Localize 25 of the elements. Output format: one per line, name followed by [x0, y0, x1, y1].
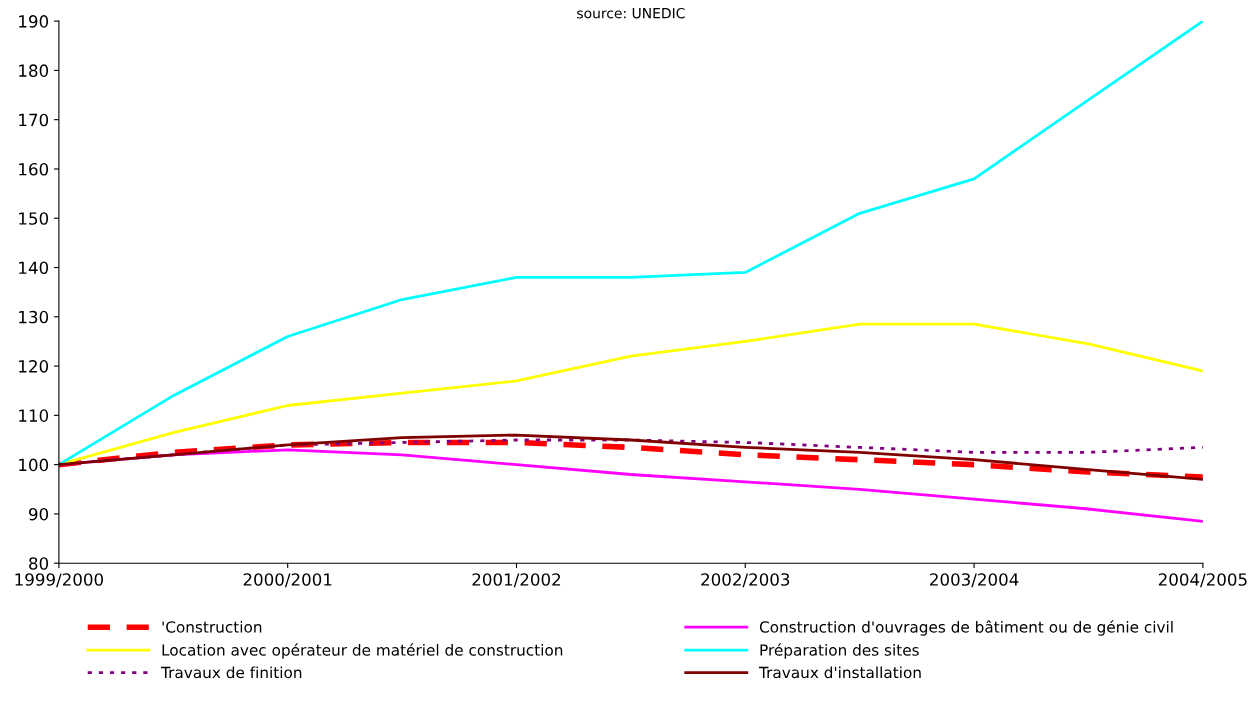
y-tick-label: 150	[19, 212, 49, 225]
x-tick-label: 2003/2004	[930, 573, 1019, 588]
legend-label: Travaux d'installation	[758, 666, 921, 679]
legend-label: Location avec opérateur de matériel de construction	[162, 643, 563, 659]
legend-label: Travaux de finition	[161, 666, 302, 679]
y-tick-label: 80	[29, 557, 49, 570]
x-tick-label: 2000/2001	[243, 573, 332, 588]
legend-label: Construction d'ouvrages de bâtiment ou de génie civil	[759, 620, 1173, 636]
y-tick-label: 180	[19, 64, 49, 77]
y-tick-label: 170	[19, 113, 49, 127]
y-tick-label: 120	[19, 360, 49, 373]
y-tick-label: 110	[19, 409, 49, 422]
chart-title: source: UNEDIC	[577, 7, 685, 19]
legend-label: 'Construction	[162, 620, 262, 633]
x-tick-label: 1999/2000	[15, 573, 104, 588]
x-tick-label: 2002/2003	[701, 573, 790, 588]
legend-label: Préparation des sites	[760, 643, 919, 659]
y-tick-label: 90	[29, 507, 49, 521]
y-tick-label: 160	[19, 162, 49, 176]
y-tick-label: 140	[19, 261, 49, 275]
y-tick-label: 130	[19, 310, 49, 324]
y-tick-label: 100	[19, 458, 49, 472]
y-tick-label: 190	[19, 15, 49, 28]
x-tick-label: 2001/2002	[472, 573, 561, 588]
x-tick-label: 2004/2005	[1158, 573, 1247, 588]
